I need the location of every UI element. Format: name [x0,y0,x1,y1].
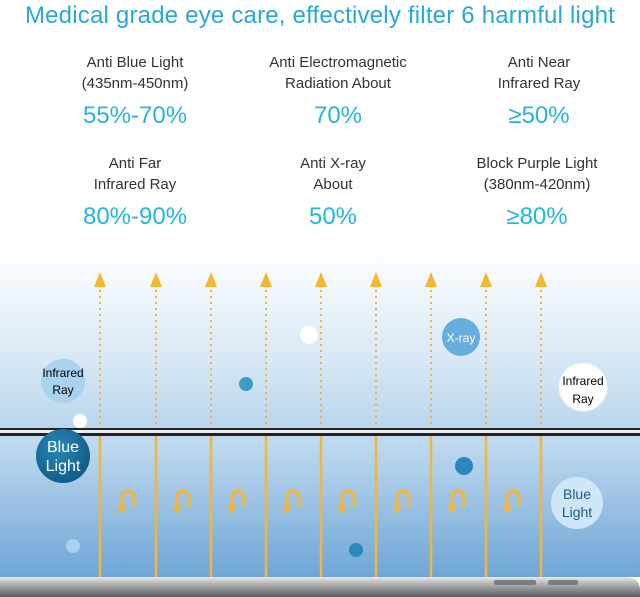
blue-light-right-line2: Light [562,504,592,520]
stat-label: Anti Far Infrared Ray [93,155,177,193]
stat-anti-electromagnetic: Anti Electromagnetic Radiation About 70% [238,52,438,130]
blue-light-bubble-right [551,477,603,529]
device-button [548,580,578,585]
reflection-arrows [120,489,521,508]
particle [300,326,318,344]
headline: Medical grade eye care, effectively filt… [24,2,616,29]
infrared-left-line2: Ray [52,383,73,397]
stat-label: Anti Blue Light (435nm-450nm) [81,54,189,92]
particle [349,543,363,557]
stat-anti-far-infrared: Anti Far Infrared Ray 80%-90% [35,153,235,231]
particle [455,457,473,475]
stat-label: Anti X-ray About [300,155,366,193]
stat-value: 70% [313,102,363,129]
blue-light-right-line1: Blue [563,486,591,502]
arrow-heads [94,272,547,287]
xray-bubble [442,318,480,356]
particle [239,377,253,391]
stat-value: ≥80% [506,203,568,230]
light-columns [98,436,543,577]
blue-light-left-line1: Blue [47,439,79,456]
blue-light-bubble-left [36,429,90,483]
infrared-left-line1: Infrared [42,366,83,380]
stat-value: 80%-90% [82,203,188,230]
device-body [0,577,640,597]
stat-block-purple-light: Block Purple Light (380nm-420nm) ≥80% [437,153,637,231]
particle [73,414,87,428]
infrared-bubble-right [558,362,608,412]
infrared-right-line2: Ray [572,392,593,406]
xray-label: X-ray [447,331,476,345]
device-button [494,580,536,585]
stat-label: Block Purple Light (380nm-420nm) [476,155,598,193]
blue-light-left-line2: Light [46,458,81,475]
stat-label: Anti Electromagnetic Radiation About [269,54,407,92]
stat-value: ≥50% [508,102,570,129]
stat-value: 55%-70% [82,102,188,129]
filter-illustration: Infrared Ray X-ray Infrared Ray Blue Lig… [0,250,640,597]
infrared-bubble-left [41,359,85,403]
particle [66,539,80,553]
infrared-right-line1: Infrared [562,374,603,388]
stat-anti-xray: Anti X-ray About 50% [233,153,433,231]
stat-anti-near-infrared: Anti Near Infrared Ray ≥50% [439,52,639,130]
stat-value: 50% [308,203,358,230]
stat-anti-blue-light: Anti Blue Light (435nm-450nm) 55%-70% [35,52,235,130]
stat-label: Anti Near Infrared Ray [497,54,581,92]
reflection-arrow-heads [117,505,512,514]
